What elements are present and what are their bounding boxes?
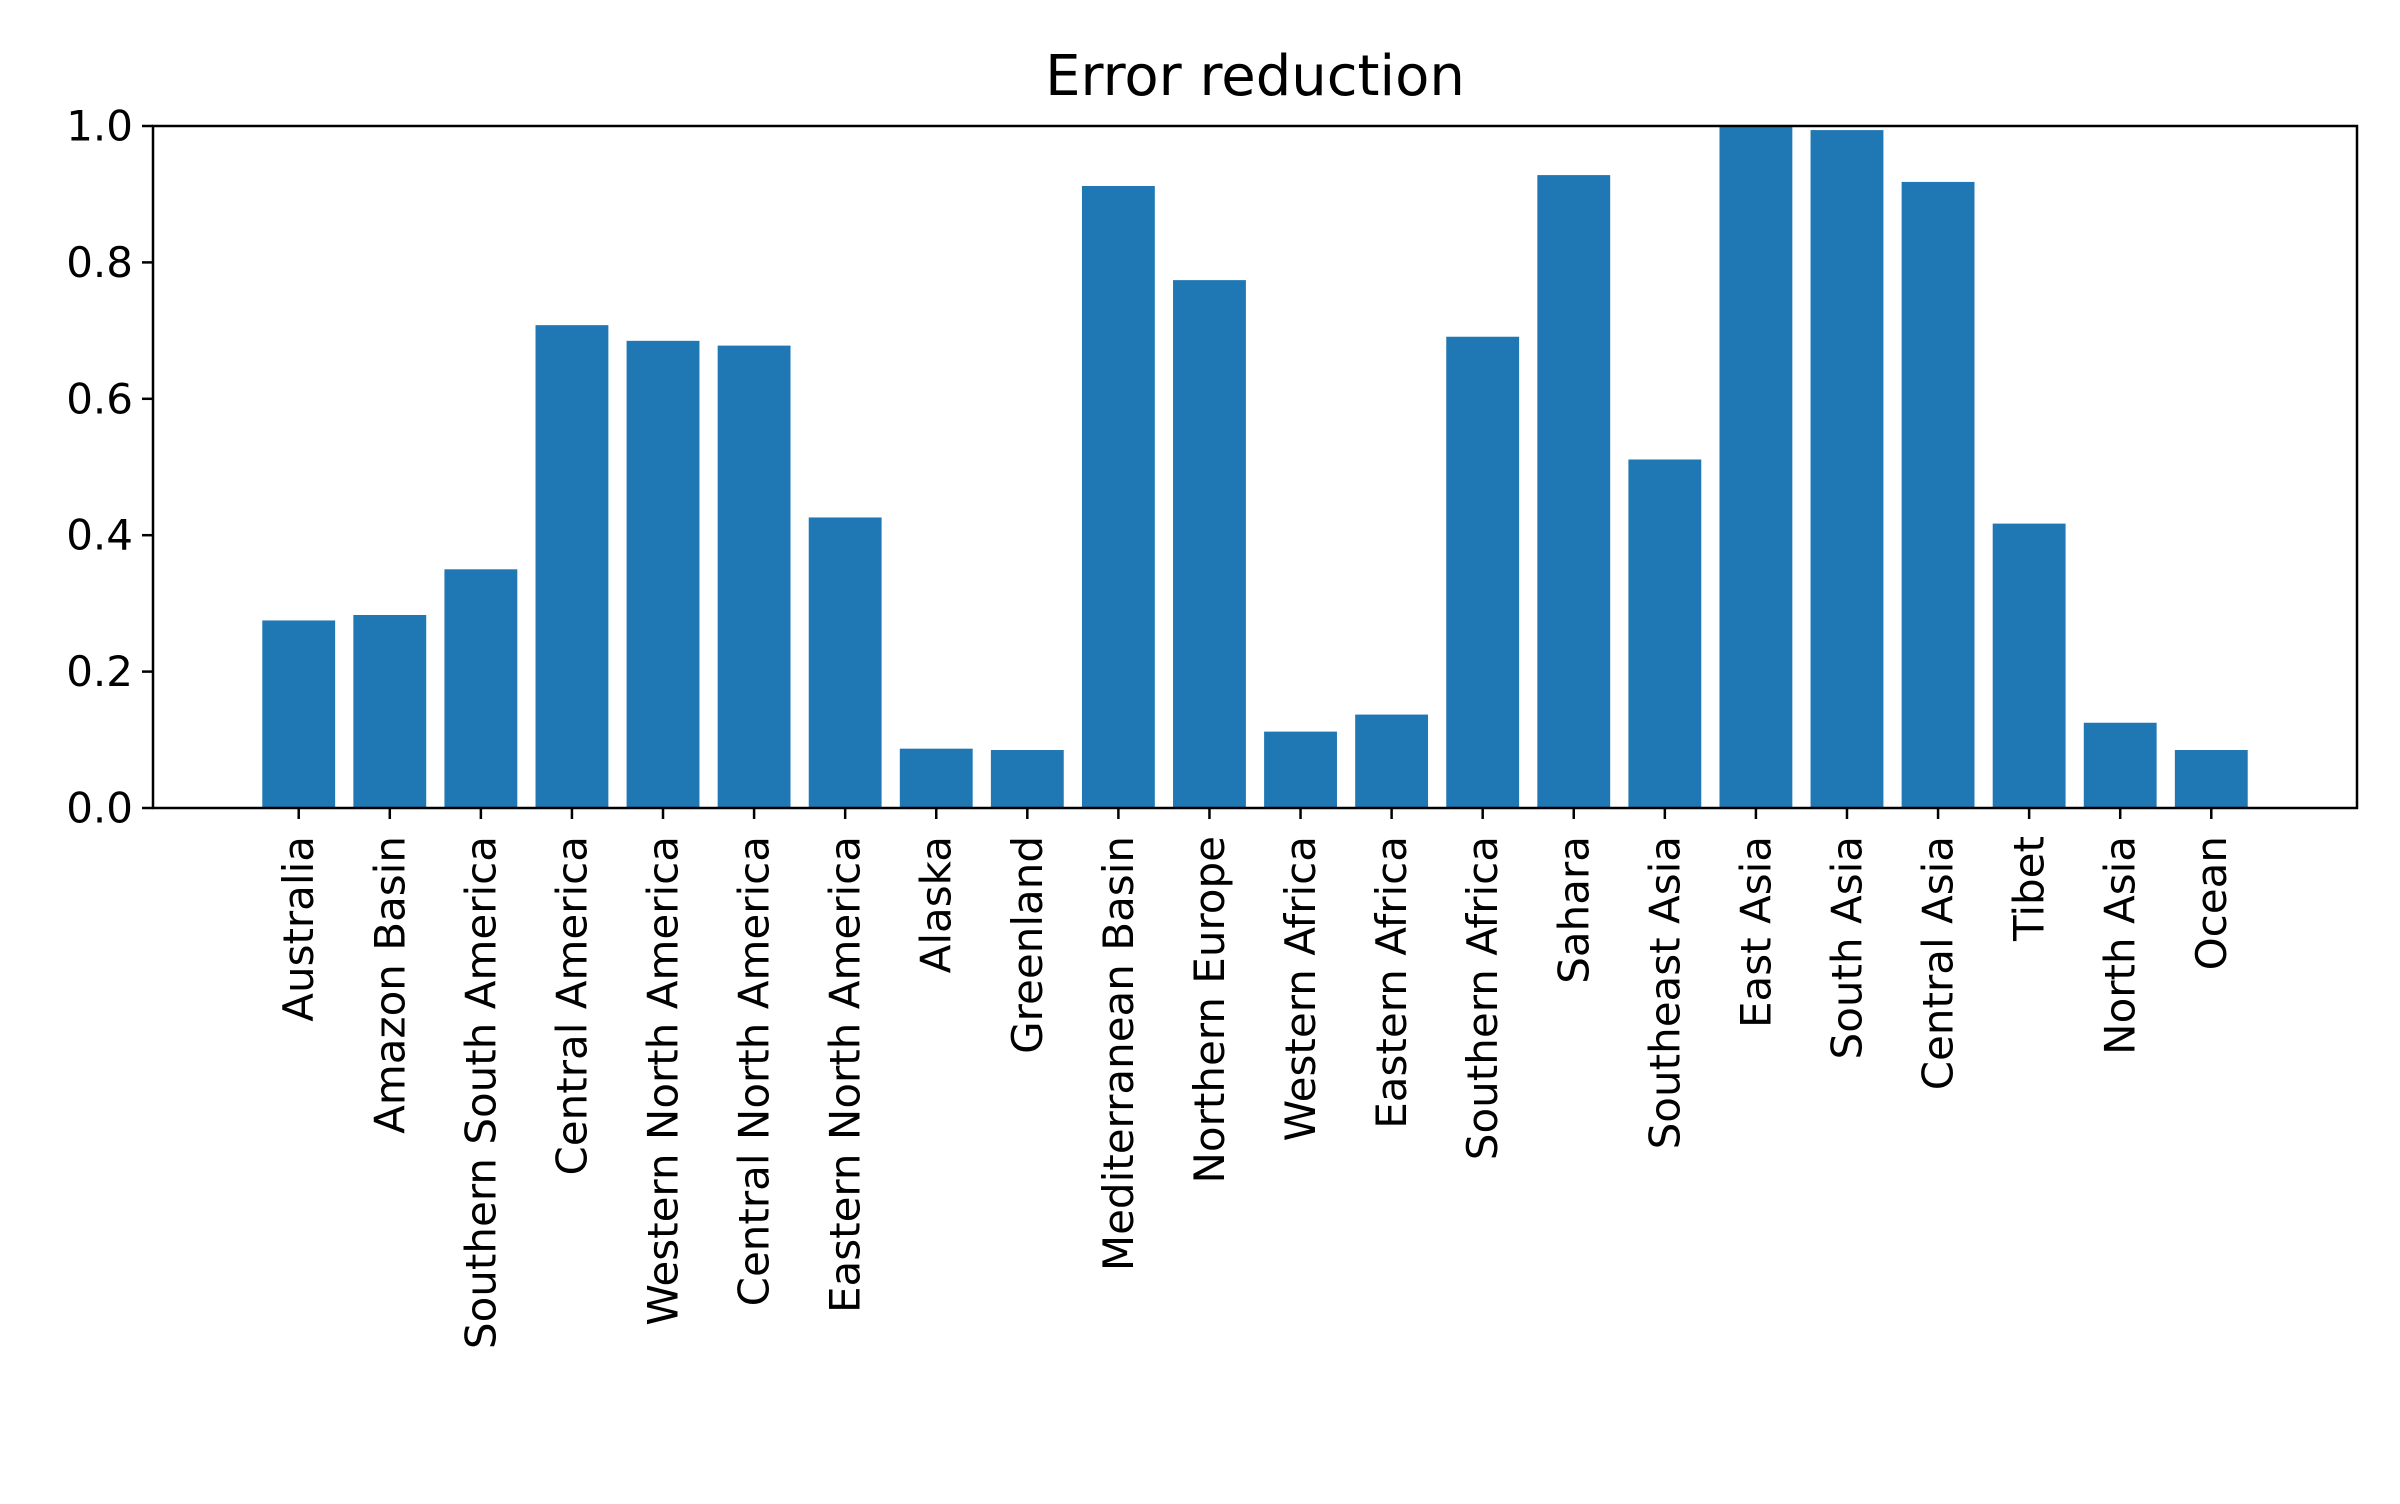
x-tick-label: Ocean	[2187, 836, 2236, 970]
x-tick-label: South Asia	[1822, 836, 1871, 1059]
x-tick-label: Southern South America	[456, 836, 505, 1349]
x-tick-label: Mediterranean Basin	[1094, 836, 1143, 1271]
x-tick-label: Central North America	[730, 836, 779, 1306]
bar	[717, 345, 791, 808]
y-axis: 0.0 0.2 0.4 0.6 0.8 1.0	[66, 102, 153, 833]
y-tick-label: 0.6	[66, 374, 133, 423]
x-tick-label: North Asia	[2096, 836, 2145, 1055]
bar	[1173, 280, 1246, 809]
y-tick-label: 0.2	[66, 647, 133, 696]
x-tick-label: Southeast Asia	[1640, 836, 1689, 1149]
bar	[1810, 130, 1884, 809]
x-tick-label: Southern Africa	[1458, 836, 1507, 1160]
bar	[1264, 731, 1337, 808]
bars-layer	[262, 126, 2248, 809]
x-tick-label: Eastern North America	[821, 836, 870, 1313]
x-tick-label: Sahara	[1549, 836, 1598, 984]
bar	[2174, 750, 2248, 808]
x-tick-label: Tibet	[2005, 836, 2054, 942]
x-axis: Australia Amazon Basin Southern South Amer…	[274, 808, 2236, 1349]
x-tick-label: Western Africa	[1276, 836, 1325, 1141]
x-tick-label: Amazon Basin	[365, 836, 414, 1134]
bar	[535, 325, 609, 808]
x-tick-label: Central Asia	[1914, 836, 1963, 1090]
bar	[1355, 714, 1429, 808]
bar	[2083, 722, 2157, 808]
bar	[1628, 459, 1702, 808]
bar	[1901, 181, 1975, 808]
x-tick-label: Eastern Africa	[1367, 836, 1416, 1129]
bar	[808, 517, 882, 808]
x-tick-label: Australia	[274, 836, 323, 1022]
bar	[990, 750, 1064, 808]
bar	[1081, 186, 1155, 809]
y-tick-label: 0.8	[66, 238, 133, 287]
x-tick-label: East Asia	[1731, 836, 1780, 1028]
x-tick-label: Alaska	[912, 836, 961, 973]
bar	[353, 614, 427, 808]
bar	[899, 748, 973, 808]
x-tick-label: Central America	[547, 836, 596, 1176]
bar	[1446, 336, 1520, 808]
bar	[1537, 175, 1611, 808]
y-tick-label: 1.0	[66, 102, 133, 151]
plot-frame	[151, 124, 2359, 810]
bar	[626, 340, 700, 808]
y-tick-label: 0.0	[66, 784, 133, 833]
x-tick-label: Greenland	[1003, 836, 1052, 1054]
bar	[1719, 126, 1793, 808]
x-tick-label: Northern Europe	[1185, 836, 1234, 1184]
bar	[1992, 523, 2066, 808]
x-tick-label: Western North America	[639, 836, 688, 1326]
chart-title: Error reduction	[1045, 44, 1465, 109]
bar	[262, 620, 336, 808]
y-tick-label: 0.4	[66, 511, 133, 560]
bar	[444, 569, 518, 808]
